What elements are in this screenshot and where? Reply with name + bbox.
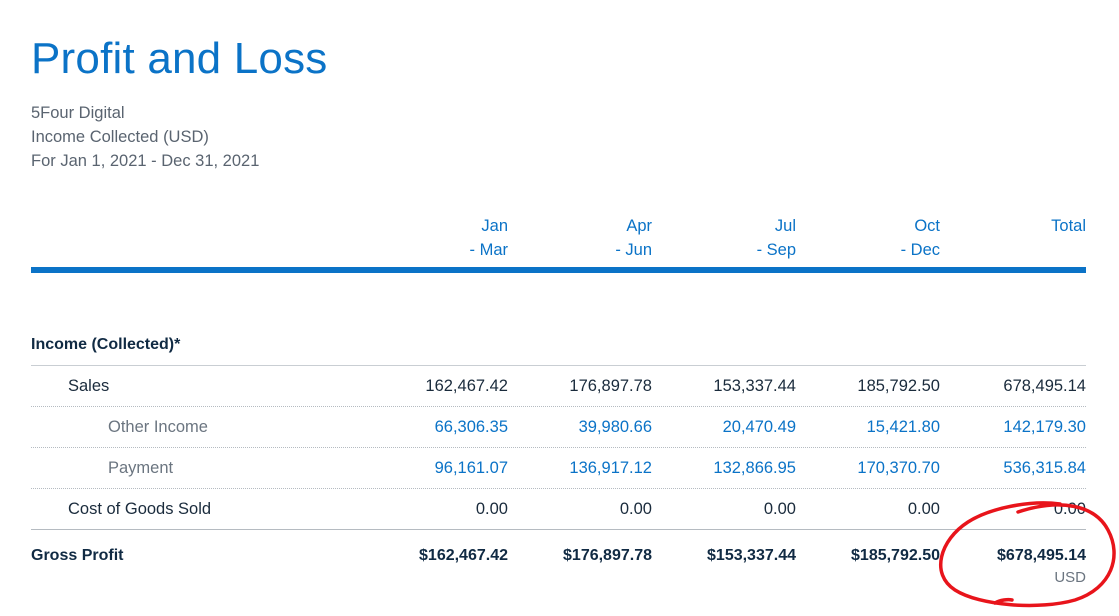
cell-cogs-q2: 0.00 xyxy=(619,500,652,518)
column-header-q4-line2: - Dec xyxy=(900,241,940,259)
row-label-sales: Sales xyxy=(68,377,110,395)
cell-payment-q3-link[interactable]: 132,866.95 xyxy=(713,459,796,477)
cell-payment-q1-link[interactable]: 96,161.07 xyxy=(434,459,508,477)
section-title-income: Income (Collected)* xyxy=(31,336,181,353)
column-header-row: Jan - Mar Apr - Jun Jul - Sep Oct - Dec … xyxy=(31,210,1086,273)
cell-cogs-q4: 0.00 xyxy=(907,500,940,518)
cell-sales-q3: 153,337.44 xyxy=(713,377,796,395)
column-header-q2-line1: Apr xyxy=(626,217,652,235)
company-name: 5Four Digital xyxy=(31,104,125,122)
cell-other-income-q3-link[interactable]: 20,470.49 xyxy=(722,418,796,436)
cell-other-income-q4-link[interactable]: 15,421.80 xyxy=(866,418,940,436)
report-table: Jan - Mar Apr - Jun Jul - Sep Oct - Dec … xyxy=(31,210,1086,586)
column-header-q1[interactable]: Jan - Mar xyxy=(368,214,509,262)
cell-cogs-total: 0.00 xyxy=(1053,500,1086,518)
row-label-gross-profit: Gross Profit xyxy=(31,547,124,564)
table-row-payment: Payment 96,161.07 136,917.12 132,866.95 … xyxy=(31,448,1086,489)
report-period: For Jan 1, 2021 - Dec 31, 2021 xyxy=(31,152,260,170)
column-header-total-line1: Total xyxy=(1051,217,1086,235)
cell-cogs-q1: 0.00 xyxy=(475,500,508,518)
cell-sales-q2: 176,897.78 xyxy=(569,377,652,395)
cell-cogs-q3: 0.00 xyxy=(763,500,796,518)
column-header-q1-line2: - Mar xyxy=(469,241,509,259)
cell-payment-total-link[interactable]: 536,315.84 xyxy=(1003,459,1086,477)
cell-other-income-q1-link[interactable]: 66,306.35 xyxy=(434,418,508,436)
cell-payment-q2-link[interactable]: 136,917.12 xyxy=(569,459,652,477)
cell-gross-profit-q4: $185,792.50 xyxy=(851,547,940,564)
column-header-q3[interactable]: Jul - Sep xyxy=(656,214,796,262)
cell-other-income-total-link[interactable]: 142,179.30 xyxy=(1003,418,1086,436)
section-divider xyxy=(31,365,1086,366)
row-label-cogs: Cost of Goods Sold xyxy=(68,500,212,518)
column-header-q4[interactable]: Oct - Dec xyxy=(800,214,940,262)
cell-gross-profit-q2: $176,897.78 xyxy=(563,547,652,564)
header-divider xyxy=(31,267,1086,273)
currency-label: USD xyxy=(1054,569,1086,586)
cell-sales-q1: 162,467.42 xyxy=(425,377,508,395)
table-row-sales: Sales 162,467.42 176,897.78 153,337.44 1… xyxy=(31,366,1086,407)
page-title: Profit and Loss xyxy=(31,34,328,83)
report-meta: 5Four Digital Income Collected (USD) For… xyxy=(31,101,259,173)
cell-other-income-q2-link[interactable]: 39,980.66 xyxy=(578,418,652,436)
column-header-total[interactable]: Total xyxy=(946,214,1086,238)
cell-gross-profit-q3: $153,337.44 xyxy=(707,547,796,564)
cell-sales-q4: 185,792.50 xyxy=(857,377,940,395)
column-header-q1-line1: Jan xyxy=(481,217,508,235)
column-header-q3-line1: Jul xyxy=(774,217,796,235)
table-row-gross-profit: Gross Profit $162,467.42 $176,897.78 $15… xyxy=(31,536,1086,576)
row-label-other-income: Other Income xyxy=(108,418,208,436)
column-header-q3-line2: - Sep xyxy=(756,241,796,259)
table-row-other-income: Other Income 66,306.35 39,980.66 20,470.… xyxy=(31,407,1086,448)
cell-gross-profit-q1: $162,467.42 xyxy=(419,547,508,564)
report-basis: Income Collected (USD) xyxy=(31,128,209,146)
table-row-cogs: Cost of Goods Sold 0.00 0.00 0.00 0.00 0… xyxy=(31,489,1086,530)
cell-sales-total: 678,495.14 xyxy=(1003,377,1086,395)
column-header-q2[interactable]: Apr - Jun xyxy=(512,214,652,262)
column-header-q2-line2: - Jun xyxy=(615,241,652,259)
cell-payment-q4-link[interactable]: 170,370.70 xyxy=(857,459,940,477)
column-header-q4-line1: Oct xyxy=(914,217,940,235)
row-label-payment: Payment xyxy=(108,459,174,477)
